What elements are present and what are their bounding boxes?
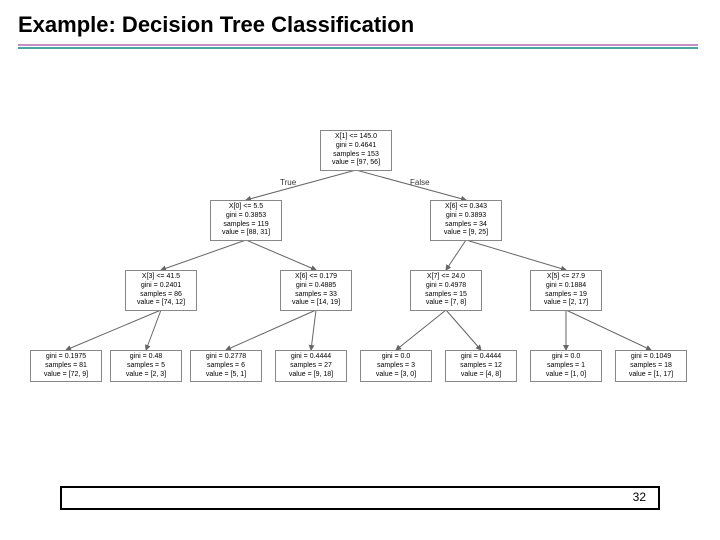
tree-node: X[6] <= 0.179gini = 0.4885samples = 33va…	[280, 270, 352, 311]
node-line: value = [97, 56]	[324, 159, 388, 168]
node-line: samples = 1	[534, 362, 598, 371]
decision-tree-diagram: X[1] <= 145.0gini = 0.4641samples = 153v…	[30, 130, 690, 430]
edge-label: False	[410, 178, 430, 187]
tree-node: X[3] <= 41.5gini = 0.2401samples = 86val…	[125, 270, 197, 311]
node-line: value = [74, 12]	[129, 299, 193, 308]
node-line: X[6] <= 0.343	[434, 203, 498, 212]
node-line: value = [1, 0]	[534, 371, 598, 380]
node-line: samples = 27	[279, 362, 343, 371]
node-line: samples = 19	[534, 291, 598, 300]
node-line: gini = 0.3893	[434, 212, 498, 221]
node-line: gini = 0.2401	[129, 282, 193, 291]
node-line: gini = 0.4885	[284, 282, 348, 291]
node-line: value = [7, 8]	[414, 299, 478, 308]
tree-node: X[6] <= 0.343gini = 0.3893samples = 34va…	[430, 200, 502, 241]
edge-label: True	[280, 178, 296, 187]
node-line: samples = 119	[214, 221, 278, 230]
node-line: value = [88, 31]	[214, 229, 278, 238]
node-line: X[5] <= 27.9	[534, 273, 598, 282]
node-line: gini = 0.0	[534, 353, 598, 362]
node-line: X[0] <= 5.5	[214, 203, 278, 212]
tree-node: gini = 0.0samples = 3value = [3, 0]	[360, 350, 432, 382]
node-line: samples = 34	[434, 221, 498, 230]
footer-box: 32	[60, 486, 660, 510]
node-line: value = [72, 9]	[34, 371, 98, 380]
node-line: X[6] <= 0.179	[284, 273, 348, 282]
node-line: samples = 15	[414, 291, 478, 300]
node-line: samples = 18	[619, 362, 683, 371]
tree-node: gini = 0.48samples = 5value = [2, 3]	[110, 350, 182, 382]
node-line: X[7] <= 24.0	[414, 273, 478, 282]
node-line: gini = 0.2778	[194, 353, 258, 362]
tree-node: gini = 0.4444samples = 12value = [4, 8]	[445, 350, 517, 382]
node-line: samples = 81	[34, 362, 98, 371]
node-line: samples = 33	[284, 291, 348, 300]
node-line: value = [2, 3]	[114, 371, 178, 380]
slide-title: Example: Decision Tree Classification	[0, 0, 720, 42]
node-line: value = [4, 8]	[449, 371, 513, 380]
node-line: samples = 6	[194, 362, 258, 371]
node-line: gini = 0.4978	[414, 282, 478, 291]
divider-line-top	[18, 44, 698, 46]
node-line: samples = 153	[324, 151, 388, 160]
node-line: value = [9, 18]	[279, 371, 343, 380]
node-line: gini = 0.4444	[279, 353, 343, 362]
divider-line-bottom	[18, 47, 698, 49]
title-divider	[18, 44, 698, 48]
node-line: value = [1, 17]	[619, 371, 683, 380]
node-line: X[3] <= 41.5	[129, 273, 193, 282]
tree-node: gini = 0.0samples = 1value = [1, 0]	[530, 350, 602, 382]
node-line: samples = 5	[114, 362, 178, 371]
tree-node: X[5] <= 27.9gini = 0.1884samples = 19val…	[530, 270, 602, 311]
node-line: gini = 0.1049	[619, 353, 683, 362]
node-line: value = [9, 25]	[434, 229, 498, 238]
node-line: gini = 0.0	[364, 353, 428, 362]
node-line: value = [2, 17]	[534, 299, 598, 308]
node-line: gini = 0.48	[114, 353, 178, 362]
page-number: 32	[633, 490, 646, 504]
node-line: samples = 86	[129, 291, 193, 300]
node-line: gini = 0.4641	[324, 142, 388, 151]
tree-node: gini = 0.2778samples = 6value = [5, 1]	[190, 350, 262, 382]
tree-node: X[1] <= 145.0gini = 0.4641samples = 153v…	[320, 130, 392, 171]
node-line: gini = 0.1975	[34, 353, 98, 362]
node-line: samples = 12	[449, 362, 513, 371]
tree-node: X[0] <= 5.5gini = 0.3853samples = 119val…	[210, 200, 282, 241]
tree-node: gini = 0.1975samples = 81value = [72, 9]	[30, 350, 102, 382]
tree-node: gini = 0.1049samples = 18value = [1, 17]	[615, 350, 687, 382]
node-line: gini = 0.4444	[449, 353, 513, 362]
tree-node: X[7] <= 24.0gini = 0.4978samples = 15val…	[410, 270, 482, 311]
node-line: samples = 3	[364, 362, 428, 371]
node-line: X[1] <= 145.0	[324, 133, 388, 142]
node-line: gini = 0.3853	[214, 212, 278, 221]
node-line: gini = 0.1884	[534, 282, 598, 291]
node-line: value = [14, 19]	[284, 299, 348, 308]
node-line: value = [5, 1]	[194, 371, 258, 380]
node-line: value = [3, 0]	[364, 371, 428, 380]
tree-node: gini = 0.4444samples = 27value = [9, 18]	[275, 350, 347, 382]
